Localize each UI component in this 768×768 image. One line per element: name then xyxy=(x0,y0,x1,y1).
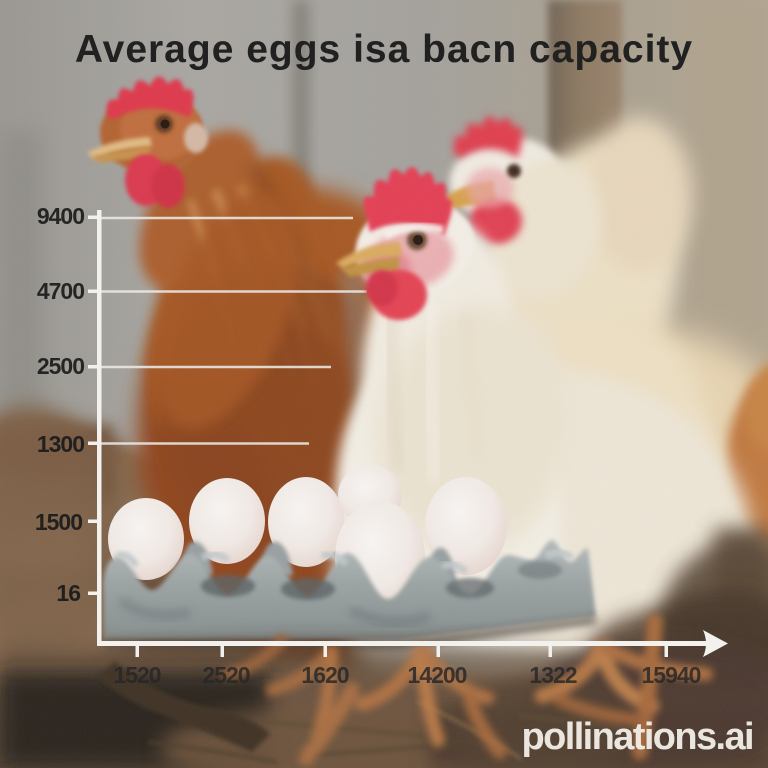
svg-text:1500: 1500 xyxy=(35,509,82,535)
svg-text:pollinations.ai: pollinations.ai xyxy=(522,716,753,758)
svg-text:1620: 1620 xyxy=(301,662,348,688)
svg-text:14200: 14200 xyxy=(408,662,467,688)
svg-text:4700: 4700 xyxy=(37,278,84,304)
svg-text:2520: 2520 xyxy=(202,662,249,688)
svg-text:16: 16 xyxy=(56,580,80,606)
svg-text:1322: 1322 xyxy=(529,662,576,688)
svg-text:1300: 1300 xyxy=(37,431,84,457)
svg-text:15940: 15940 xyxy=(642,662,701,688)
svg-text:Average eggs isa bacn capacity: Average eggs isa bacn capacity xyxy=(75,28,693,71)
svg-text:1520: 1520 xyxy=(113,662,160,688)
svg-text:9400: 9400 xyxy=(37,203,84,229)
svg-text:2500: 2500 xyxy=(37,353,84,379)
